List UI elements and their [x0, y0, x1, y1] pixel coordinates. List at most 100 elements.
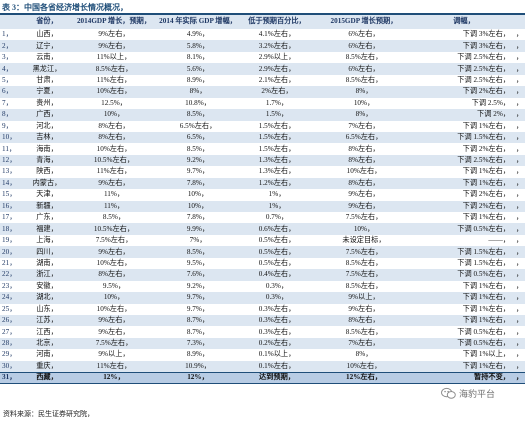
- target-2014: 11%左右，: [72, 360, 156, 373]
- actual-2014: 8.5%，: [156, 246, 240, 258]
- target-2015: 10%，: [353, 98, 375, 107]
- row-end: ，: [515, 121, 524, 130]
- shortfall: 1.3%左右，: [240, 154, 314, 167]
- row-index: 25，: [2, 304, 17, 313]
- shortfall: 0.3%左右，: [240, 314, 314, 327]
- target-2014: 10%左右，: [96, 258, 132, 267]
- target-2014: 11%以上，: [96, 53, 132, 62]
- source-note: 资料来源：民生证券研究院，: [3, 410, 94, 418]
- target-2014: 9%左右，: [72, 40, 156, 52]
- actual-2014: 8.7%，: [186, 327, 210, 336]
- target-2014: 9%以上，: [98, 350, 130, 359]
- row-end: ，: [515, 98, 524, 107]
- row-end: ，: [514, 40, 525, 52]
- shortfall: 0.5%左右，: [240, 246, 314, 258]
- target-2014: 10%左右，: [72, 86, 156, 98]
- adjustment: 下调 1%左右，: [414, 177, 514, 190]
- target-2015: 8.5%左右，: [345, 75, 383, 84]
- row-end: ，: [514, 109, 525, 121]
- province-name: 海南，: [36, 144, 58, 153]
- shortfall: 1.5%左右，: [258, 121, 296, 130]
- province-name: 内蒙古，: [22, 177, 72, 190]
- table-row: 4， 黑龙江， 8.5%左右， 5.6%， 2.9%左右， 6%左右， 下调 2.5%左右，…: [0, 63, 525, 75]
- target-2015: 8.5%左右，: [345, 258, 383, 267]
- row-index: 30，: [0, 360, 22, 373]
- shortfall: 1%，: [268, 190, 286, 199]
- actual-2014: 8.9%，: [186, 75, 210, 84]
- province-name: 山东，: [36, 304, 58, 313]
- chat-bubble-icon: [441, 387, 456, 399]
- adjustment: 下调 1.5%左右，: [414, 246, 514, 258]
- row-end: ，: [514, 223, 525, 235]
- header-shortfall: 低于预期百分比，: [240, 15, 314, 29]
- actual-2014: 8.1%，: [186, 53, 210, 62]
- target-2015: 10%左右，: [314, 360, 414, 373]
- shortfall: 1.5%左右，: [258, 144, 296, 153]
- shortfall: 1.2%左右，: [240, 177, 314, 190]
- table-row: 22， 浙江， 8%左右， 7.6%， 0.4%左右， 7.5%左右， 下调 0.5%左右，…: [0, 269, 525, 281]
- row-index: 22，: [0, 269, 22, 281]
- row-index: 2，: [0, 40, 22, 52]
- target-2014: 12%，: [72, 371, 156, 385]
- row-end: ，: [515, 236, 524, 245]
- title-divider: [0, 13, 525, 15]
- actual-2014: 8.9%，: [186, 350, 210, 359]
- target-2015: 7%左右，: [348, 121, 380, 130]
- table-row: 16， 新疆， 11%， 10%， 1%， 9%左右， 下调 2%左右，，: [0, 200, 525, 212]
- shortfall: 1.3%左右，: [258, 167, 296, 176]
- row-index: 28，: [0, 337, 22, 350]
- table-row: 26， 江苏， 9%左右， 8.7%， 0.3%左右， 8%左右， 下调 1%左右，，: [0, 314, 525, 327]
- adjustment: 下调 0.5%左右，: [414, 337, 514, 350]
- actual-2014: 10%，: [187, 190, 209, 199]
- watermark: 海豹平台: [441, 384, 523, 402]
- target-2015: 8.5%左右，: [345, 281, 383, 290]
- actual-2014: 6.5%，: [156, 131, 240, 144]
- row-index: 17，: [2, 213, 17, 222]
- target-2014: 11%左右，: [96, 75, 132, 84]
- shortfall: 0.1%左右，: [240, 360, 314, 373]
- adjustment: 下调 0.5%左右，: [414, 269, 514, 281]
- adjustment: 下调 2%左右，: [414, 200, 514, 212]
- row-end: ，: [514, 337, 525, 350]
- actual-2014: 6.5%左右，: [179, 121, 217, 130]
- adjustment: 下调 2.5%，: [471, 98, 510, 107]
- row-end: ，: [515, 30, 524, 39]
- target-2015: 8%，: [314, 86, 414, 98]
- shortfall: 1.7%，: [265, 98, 289, 107]
- header-2014-target: 2014GDP 增长，预期，: [72, 15, 156, 29]
- actual-2014: 9.7%，: [156, 292, 240, 304]
- row-index: 15，: [2, 190, 17, 199]
- province-name: 湖南，: [36, 258, 58, 267]
- row-index: 14，: [0, 177, 22, 190]
- row-index: 6，: [0, 86, 22, 98]
- shortfall: 0.6%左右，: [240, 223, 314, 235]
- row-index: 20，: [0, 246, 22, 258]
- actual-2014: 9.2%，: [186, 281, 210, 290]
- shortfall: 0.3%，: [240, 292, 314, 304]
- table-row: 17， 广东， 8.5%， 7.8%， 0.7%， 7.5%左右， 下调 1%左右， ，: [0, 212, 525, 223]
- shortfall: 0.5%左右，: [258, 258, 296, 267]
- actual-2014: 7%，: [189, 236, 207, 245]
- row-index: 27，: [2, 327, 17, 336]
- province-name: 黑龙江，: [22, 63, 72, 75]
- target-2015: 9%左右，: [348, 304, 380, 313]
- shortfall: 2.1%左右，: [258, 75, 296, 84]
- row-end: ，: [515, 167, 524, 176]
- row-index: 31，: [0, 371, 22, 385]
- table-row: 2， 辽宁， 9%左右， 5.8%， 3.2%左右， 6%左右， 下调 3%左右，，: [0, 40, 525, 52]
- shortfall: 0.7%，: [265, 213, 289, 222]
- table-row: 9， 河北， 8%左右， 6.5%左右， 1.5%左右， 7%左右， 下调 1%左右， ，: [0, 121, 525, 132]
- table-header-row: 省份， 2014GDP 增长，预期， 2014 年实际 GDP 增幅， 低于预期…: [0, 15, 525, 29]
- shortfall: 1.5%左右，: [240, 131, 314, 144]
- header-adjustment: 调幅，: [414, 15, 514, 29]
- adjustment: 下调 1%左右，: [414, 360, 514, 373]
- row-end: ，: [514, 131, 525, 144]
- province-name: 浙江，: [22, 269, 72, 281]
- province-name: 青海，: [22, 154, 72, 167]
- adjustment: 下调 2%，: [414, 109, 514, 121]
- adjustment: 下调 1%左右，: [414, 314, 514, 327]
- target-2014: 9%左右，: [72, 246, 156, 258]
- province-name: 甘肃，: [36, 75, 58, 84]
- row-end: ，: [515, 327, 524, 336]
- target-2015: 12%左右，: [314, 371, 414, 385]
